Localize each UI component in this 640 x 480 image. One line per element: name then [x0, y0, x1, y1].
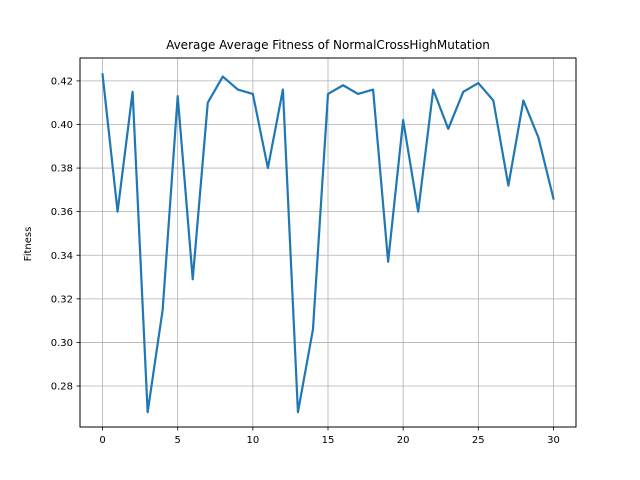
y-tick-label: 0.42 [51, 76, 73, 87]
x-tick-label: 25 [472, 435, 485, 446]
y-tick-label: 0.36 [51, 207, 73, 218]
y-tick-label: 0.30 [51, 338, 73, 349]
y-tick-label: 0.40 [51, 120, 73, 131]
y-tick-label: 0.28 [51, 382, 73, 393]
grid-lines [80, 58, 576, 427]
series-lines [101, 73, 555, 414]
x-tick-label: 20 [397, 435, 410, 446]
y-tick-label: 0.32 [51, 294, 73, 305]
x-tick-label: 10 [246, 435, 259, 446]
x-tick-label: 30 [547, 435, 560, 446]
y-axis-label: Fitness [23, 227, 34, 262]
y-tick-label: 0.38 [51, 164, 73, 175]
axis-ticks: 0 5 10 15 20 25 30 0.28 0.30 0.32 0.34 0.36 0.38 0.40… [51, 76, 560, 446]
x-tick-label: 5 [175, 435, 181, 446]
fitness-series-line [101, 73, 555, 414]
chart-title: Average Average Fitness of NormalCrossHi… [166, 38, 490, 52]
x-tick-label: 15 [322, 435, 335, 446]
y-tick-label: 0.34 [51, 251, 73, 262]
x-tick-label: 0 [99, 435, 105, 446]
plot-frame [79, 57, 577, 428]
